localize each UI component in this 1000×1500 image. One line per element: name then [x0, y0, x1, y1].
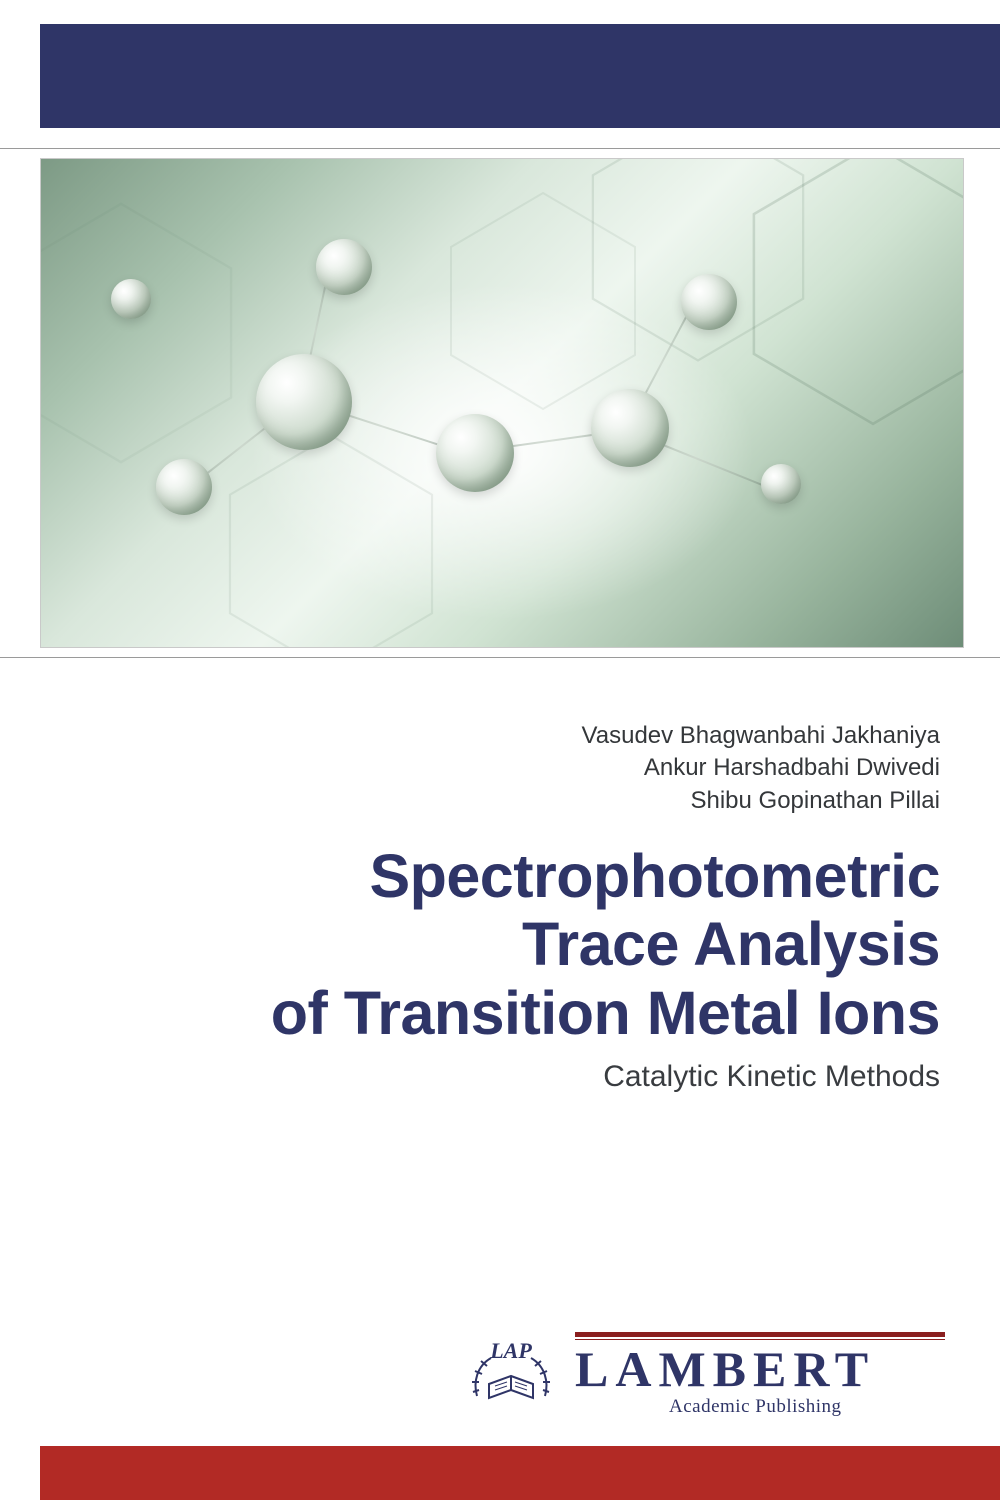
hexagon-icon — [40, 199, 241, 467]
atom-sphere — [681, 274, 737, 330]
publisher-rule — [575, 1339, 945, 1340]
atom-sphere — [156, 459, 212, 515]
bottom-red-bar — [40, 1446, 1000, 1500]
publisher-name: LAMBERT — [575, 1344, 945, 1394]
publisher-logo: LAP LAMBERT Academic Publishing — [465, 1332, 945, 1418]
book-title: Spectrophotometric Trace Analysis of Tra… — [40, 842, 940, 1047]
title-line: Trace Analysis — [40, 910, 940, 978]
molecule-illustration — [40, 158, 964, 648]
book-subtitle: Catalytic Kinetic Methods — [603, 1060, 940, 1094]
author-line: Vasudev Bhagwanbahi Jakhaniya — [582, 720, 940, 752]
publisher-badge: LAP — [465, 1338, 557, 1364]
author-line: Shibu Gopinathan Pillai — [582, 785, 940, 817]
publisher-subtitle: Academic Publishing — [669, 1396, 945, 1418]
atom-sphere — [316, 239, 372, 295]
publisher-rule — [575, 1332, 945, 1337]
atom-sphere — [436, 414, 514, 492]
hero-area — [0, 148, 1000, 658]
hexagon-icon — [221, 431, 441, 648]
title-line: Spectrophotometric — [40, 842, 940, 910]
author-line: Ankur Harshadbahi Dwivedi — [582, 752, 940, 784]
authors-block: Vasudev Bhagwanbahi Jakhaniya Ankur Hars… — [582, 720, 940, 817]
hexagon-icon — [443, 189, 643, 413]
atom-sphere — [111, 279, 151, 319]
publisher-text: LAMBERT Academic Publishing — [575, 1332, 945, 1418]
atom-sphere — [256, 354, 352, 450]
atom-sphere — [591, 389, 669, 467]
hero-rule-top — [0, 148, 1000, 149]
atom-sphere — [761, 464, 801, 504]
hero-rule-bottom — [0, 657, 1000, 658]
top-navy-bar — [40, 24, 1000, 128]
book-laurel-icon: LAP — [465, 1336, 557, 1414]
title-line: of Transition Metal Ions — [40, 979, 940, 1047]
